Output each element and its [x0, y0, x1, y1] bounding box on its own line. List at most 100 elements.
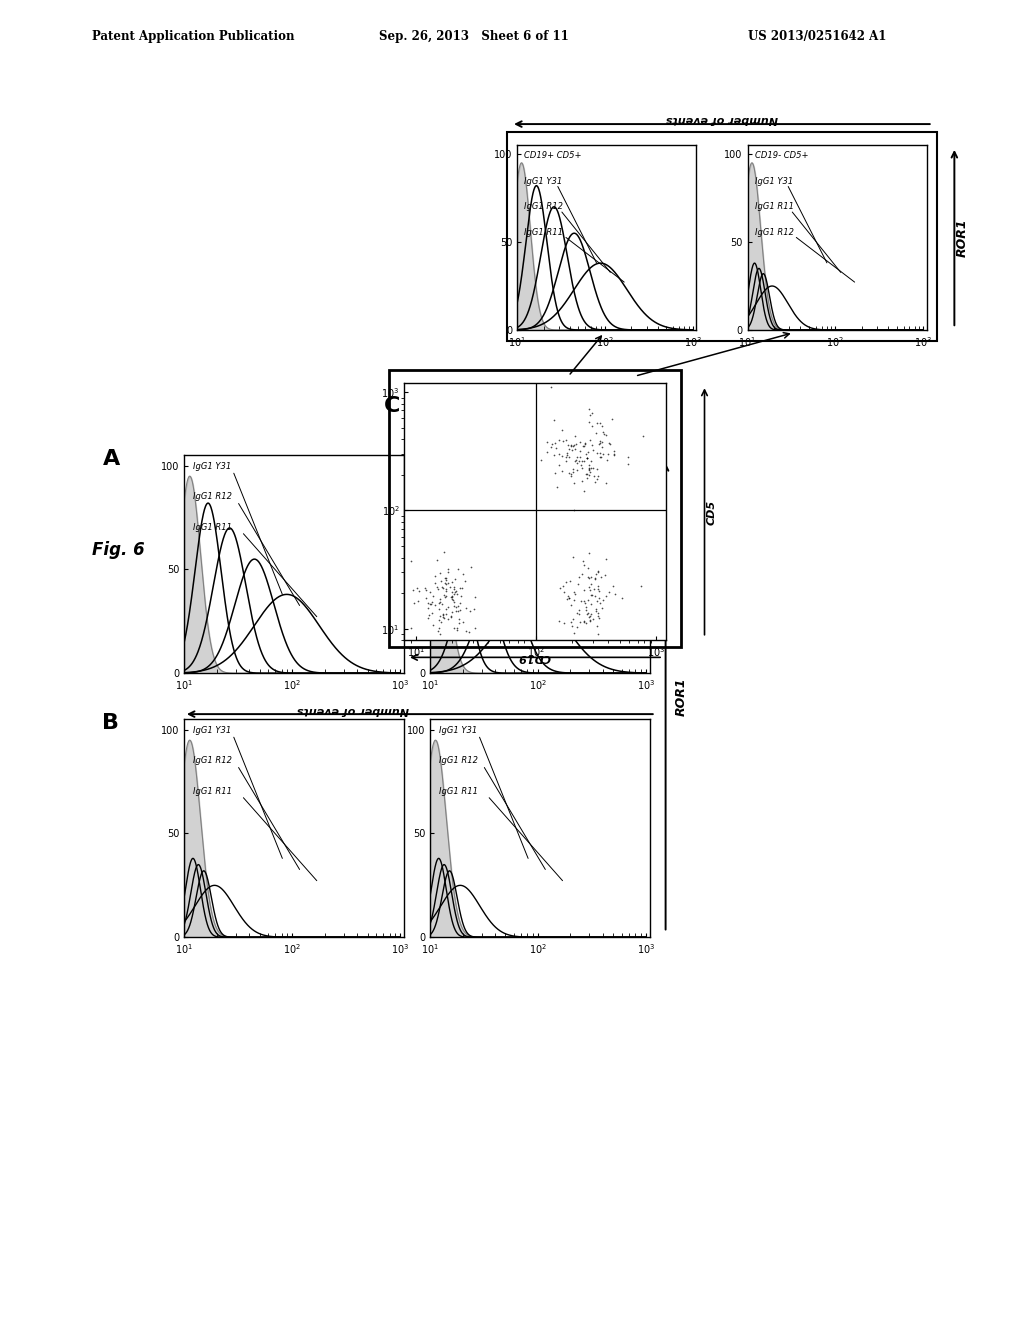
Point [560, 587, 577, 609]
Point [432, 562, 449, 583]
Point [592, 430, 608, 451]
Point [583, 594, 599, 615]
Point [554, 445, 570, 466]
Text: Patent Application Publication: Patent Application Publication [92, 30, 295, 44]
Point [438, 598, 455, 619]
Point [589, 590, 605, 611]
Point [467, 586, 483, 607]
Point [436, 568, 453, 589]
Point [467, 618, 483, 639]
Point [440, 597, 457, 618]
Point [431, 599, 447, 620]
Point [432, 623, 449, 644]
Point [566, 434, 583, 455]
Point [575, 436, 592, 457]
Point [438, 573, 455, 594]
Point [569, 602, 586, 623]
Point [434, 576, 451, 597]
Point [407, 593, 423, 614]
Point [439, 573, 456, 594]
Point [591, 607, 607, 628]
Point [435, 605, 452, 626]
Point [417, 577, 433, 598]
Point [580, 441, 596, 462]
Point [592, 446, 608, 467]
Point [572, 441, 589, 462]
Point [585, 609, 601, 630]
Point [560, 446, 577, 467]
Point [581, 399, 597, 420]
Point [580, 566, 596, 587]
Point [584, 416, 600, 437]
Point [571, 446, 588, 467]
Point [594, 437, 610, 458]
Point [451, 609, 467, 630]
Point [446, 595, 463, 616]
Point [404, 579, 421, 601]
Point [590, 606, 606, 627]
Point [443, 602, 460, 623]
Point [583, 585, 599, 606]
Point [434, 577, 451, 598]
Point [570, 566, 587, 587]
Point [433, 570, 450, 591]
Point [418, 587, 434, 609]
Point [430, 578, 446, 599]
Point [580, 603, 596, 624]
Point [620, 454, 636, 475]
Point [434, 593, 451, 614]
Text: IgG1 Y31: IgG1 Y31 [194, 462, 231, 471]
Point [555, 612, 571, 634]
Point [544, 433, 560, 454]
Point [402, 618, 419, 639]
Text: IgG1 R11: IgG1 R11 [755, 202, 794, 211]
Point [431, 606, 447, 627]
Point [578, 612, 594, 634]
Point [443, 607, 460, 628]
Point [543, 436, 559, 457]
Point [580, 447, 596, 469]
Point [458, 620, 474, 642]
Point [455, 564, 471, 585]
Point [579, 463, 595, 484]
Text: IgG1 Y31: IgG1 Y31 [755, 177, 793, 186]
Point [587, 586, 603, 607]
Point [593, 566, 609, 587]
Point [539, 430, 555, 451]
Point [582, 404, 598, 425]
Point [590, 578, 606, 599]
Point [567, 438, 584, 459]
Text: B: B [102, 713, 120, 733]
Point [564, 609, 581, 630]
Point [555, 430, 571, 451]
Point [555, 576, 571, 597]
Point [587, 569, 603, 590]
Point [589, 562, 605, 583]
Point [431, 609, 447, 630]
Point [587, 471, 603, 492]
Point [582, 461, 598, 482]
Point [442, 586, 459, 607]
Point [565, 622, 582, 643]
Point [580, 590, 596, 611]
Point [554, 461, 570, 482]
Point [571, 603, 588, 624]
Point [437, 585, 454, 606]
Point [559, 442, 575, 463]
Point [589, 412, 605, 433]
Point [446, 577, 463, 598]
Point [598, 548, 614, 569]
Point [573, 450, 590, 471]
Point [563, 436, 580, 457]
Point [462, 601, 478, 622]
Point [581, 457, 597, 478]
Point [453, 586, 469, 607]
Point [577, 579, 593, 601]
Point [559, 445, 575, 466]
Point [567, 583, 584, 605]
Point [614, 587, 631, 609]
Point [577, 432, 593, 453]
Point [578, 444, 594, 465]
Point [571, 450, 588, 471]
Point [461, 622, 477, 643]
